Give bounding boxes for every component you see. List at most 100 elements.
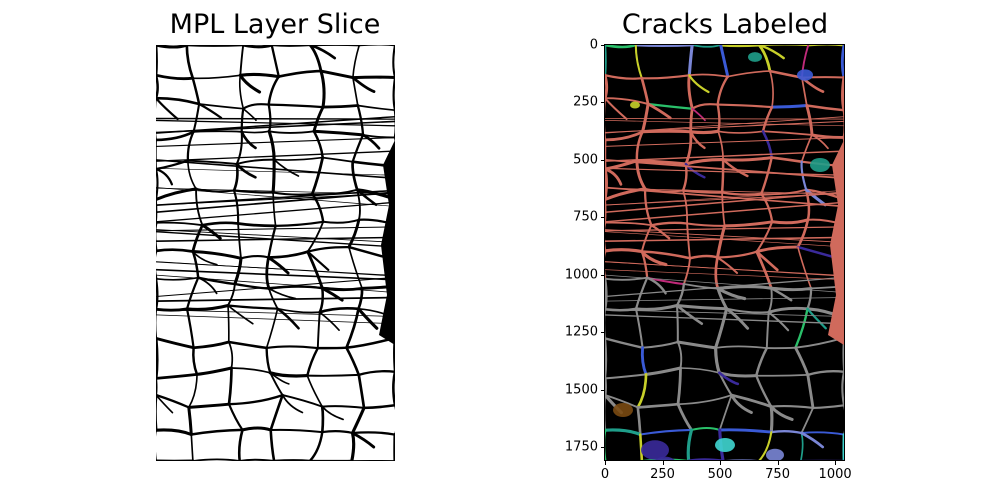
crack-segment — [318, 306, 360, 314]
crack-segment — [677, 394, 733, 406]
crack-streak — [156, 119, 395, 127]
crack-segment — [267, 256, 290, 275]
crack-segment — [198, 102, 223, 119]
crack-streak — [605, 120, 845, 127]
crack-segment — [605, 167, 623, 186]
crack-segment — [355, 188, 378, 207]
crack-segment — [686, 428, 694, 461]
crack-segment — [156, 428, 193, 437]
crack-segment — [156, 73, 159, 100]
crack-segment — [281, 394, 324, 408]
crack-streak — [156, 117, 395, 120]
crack-segment — [306, 245, 351, 253]
crack-segment — [634, 304, 679, 311]
crack-segment — [842, 108, 845, 139]
crack-segment — [345, 346, 361, 377]
crack-segment — [242, 103, 270, 110]
crack-segment — [321, 156, 354, 163]
crack-segment — [769, 405, 774, 434]
crack-segment — [187, 373, 198, 409]
crack-segment — [690, 427, 721, 431]
crack-segment — [723, 220, 774, 228]
crack-segment — [605, 198, 607, 224]
crack-streak — [156, 187, 395, 195]
crack-segment — [268, 287, 279, 310]
crack-segment — [639, 428, 693, 436]
crack-segment — [605, 373, 647, 380]
crack-segment — [306, 250, 330, 271]
left-panel-title: MPL Layer Slice — [169, 9, 381, 40]
crack-segment — [321, 405, 366, 409]
crack-segment — [318, 311, 340, 332]
labeled-region-blob — [766, 448, 784, 461]
crack-segment — [605, 337, 608, 380]
crack-streak — [605, 229, 845, 243]
crack-segment — [267, 129, 276, 162]
crack-segment — [237, 222, 242, 260]
crack-segment — [190, 433, 194, 461]
crack-segment — [227, 304, 254, 325]
crack-segment — [641, 129, 693, 134]
crack-streak — [605, 187, 845, 195]
crack-segment — [185, 45, 245, 47]
crack-segment — [192, 250, 218, 266]
crack-segment — [156, 248, 195, 253]
crack-network — [156, 45, 395, 461]
crack-segment — [312, 130, 324, 159]
crack-segment — [605, 221, 653, 227]
crack-segment — [191, 76, 201, 106]
crack-streak — [156, 120, 395, 134]
crack-segment — [719, 45, 730, 79]
crack-segment — [271, 158, 276, 195]
crack-segment — [192, 130, 243, 133]
crack-segment — [192, 346, 199, 376]
crack-segment — [675, 304, 679, 344]
crack-segment — [755, 374, 773, 408]
labeled-region-blob — [630, 101, 640, 109]
crack-segment — [755, 346, 769, 377]
crack-segment — [190, 428, 244, 436]
crack-segment — [265, 346, 272, 374]
crack-segment — [269, 428, 324, 434]
crack-streak — [605, 120, 845, 134]
crack-segment — [269, 371, 290, 385]
crack-segment — [719, 45, 761, 48]
crack-segment — [156, 73, 195, 81]
crack-streak — [605, 226, 845, 232]
crack-segment — [605, 73, 609, 100]
crack-segment — [276, 307, 321, 314]
crack-segment — [640, 76, 650, 106]
crack-streak — [605, 159, 845, 180]
crack-segment — [345, 307, 360, 350]
crack-segment — [691, 107, 706, 122]
crack-segment — [238, 458, 276, 461]
labeled-cracks-image — [605, 45, 845, 461]
crack-segment — [635, 159, 647, 191]
crack-segment — [717, 371, 740, 386]
y-tick-label: 1000 — [564, 267, 598, 283]
crack-segment — [843, 404, 845, 436]
crack-segment — [227, 366, 233, 406]
crack-segment — [242, 107, 257, 122]
crack-segment — [227, 340, 268, 350]
crack-segment — [640, 74, 691, 80]
crack-segment — [605, 130, 644, 142]
crack-segment — [156, 45, 158, 77]
crack-segment — [321, 405, 344, 421]
crack-segment — [156, 96, 201, 106]
crack-segment — [239, 254, 270, 260]
crack-segment — [730, 393, 773, 409]
crack-streak — [605, 269, 845, 281]
crack-segment — [755, 245, 800, 254]
crack-segment — [392, 76, 395, 112]
crack-segment — [201, 221, 240, 227]
crack-segment — [238, 73, 262, 94]
crack-segment — [269, 393, 284, 432]
labeled-region-blob — [748, 52, 762, 62]
crack-segment — [688, 254, 719, 260]
crack-streak — [605, 309, 845, 317]
crack-segment — [156, 45, 189, 49]
crack-segment — [236, 222, 277, 228]
crack-streak — [156, 274, 395, 293]
crack-segment — [769, 70, 774, 108]
